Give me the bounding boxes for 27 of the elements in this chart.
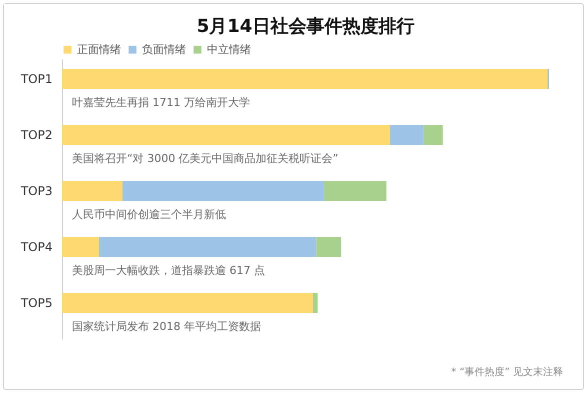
legend-label: 中立情绪 [207,42,251,56]
bar [390,125,424,145]
bar [99,237,316,257]
bar [122,181,324,201]
chart-title: 5月14日社会事件热度排行 [196,16,414,37]
y-tick-label: TOP3 [20,184,52,198]
bar [424,125,443,145]
y-tick-label: TOP1 [20,72,52,86]
bar [62,69,548,89]
y-tick-label: TOP2 [20,128,52,142]
bar [316,237,342,257]
text: * “事件热度” 见文末注释 [451,366,563,379]
bar [62,181,122,201]
bar [62,125,390,145]
bar [62,293,313,313]
legend-label: 负面情绪 [142,42,186,56]
y-tick-label: TOP5 [20,296,52,310]
annotation: 叶嘉莹先生再捐 1711 万给南开大学 [72,96,250,109]
annotation: 国家统计局发布 2018 年平均工资数据 [72,320,261,333]
annotation: 美国将召开“对 3000 亿美元中国商品加征关税听证会” [72,152,338,165]
legend-label: 正面情绪 [77,42,121,56]
bar [312,293,318,313]
annotation: 美股周一大幅收跌，道指暴跌逾 617 点 [72,264,265,277]
annotation: 人民币中间价创逾三个半月新低 [72,208,226,221]
bar [324,181,386,201]
bar [62,237,100,257]
y-tick-label: TOP4 [20,240,52,254]
